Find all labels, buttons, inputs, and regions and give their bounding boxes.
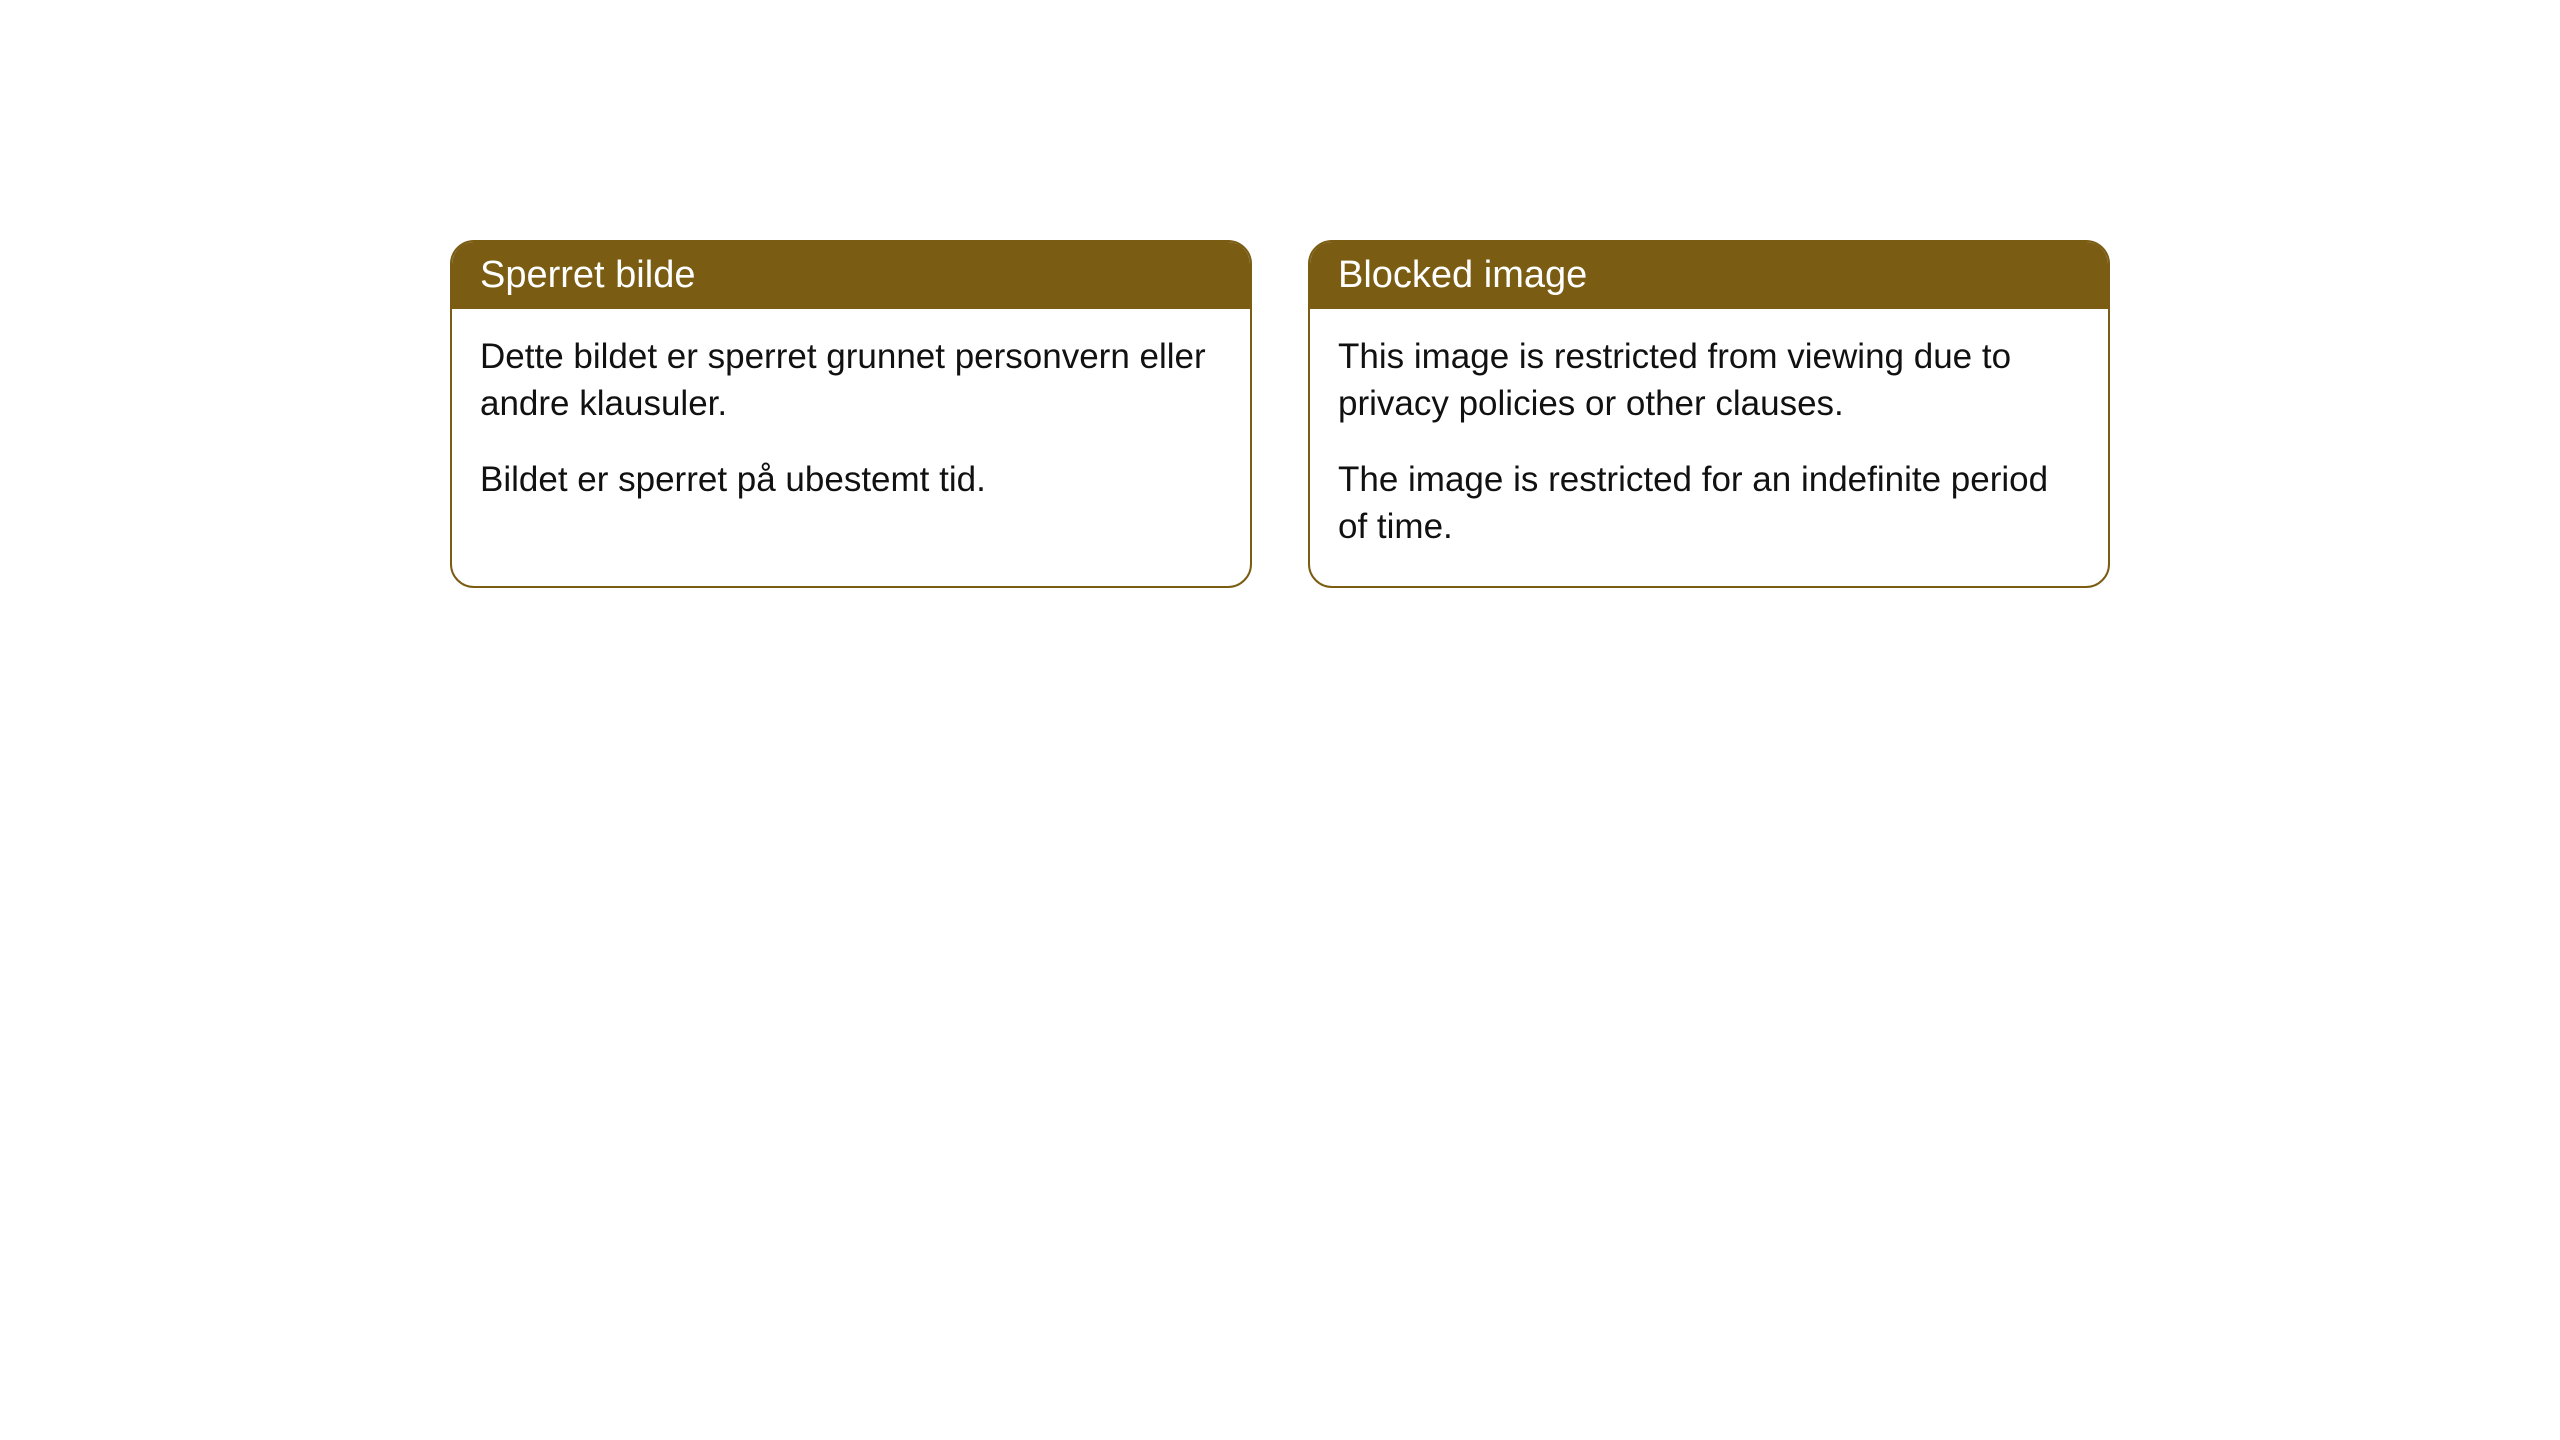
card-body-norwegian: Dette bildet er sperret grunnet personve…	[452, 309, 1250, 539]
card-paragraph: This image is restricted from viewing du…	[1338, 333, 2080, 428]
card-header-norwegian: Sperret bilde	[452, 242, 1250, 309]
card-title: Sperret bilde	[480, 254, 695, 296]
card-body-english: This image is restricted from viewing du…	[1310, 309, 2108, 586]
card-norwegian: Sperret bilde Dette bildet er sperret gr…	[450, 240, 1252, 588]
card-english: Blocked image This image is restricted f…	[1308, 240, 2110, 588]
card-paragraph: The image is restricted for an indefinit…	[1338, 456, 2080, 551]
card-title: Blocked image	[1338, 254, 1587, 296]
card-header-english: Blocked image	[1310, 242, 2108, 309]
card-paragraph: Bildet er sperret på ubestemt tid.	[480, 456, 1222, 503]
cards-container: Sperret bilde Dette bildet er sperret gr…	[450, 240, 2110, 588]
card-paragraph: Dette bildet er sperret grunnet personve…	[480, 333, 1222, 428]
